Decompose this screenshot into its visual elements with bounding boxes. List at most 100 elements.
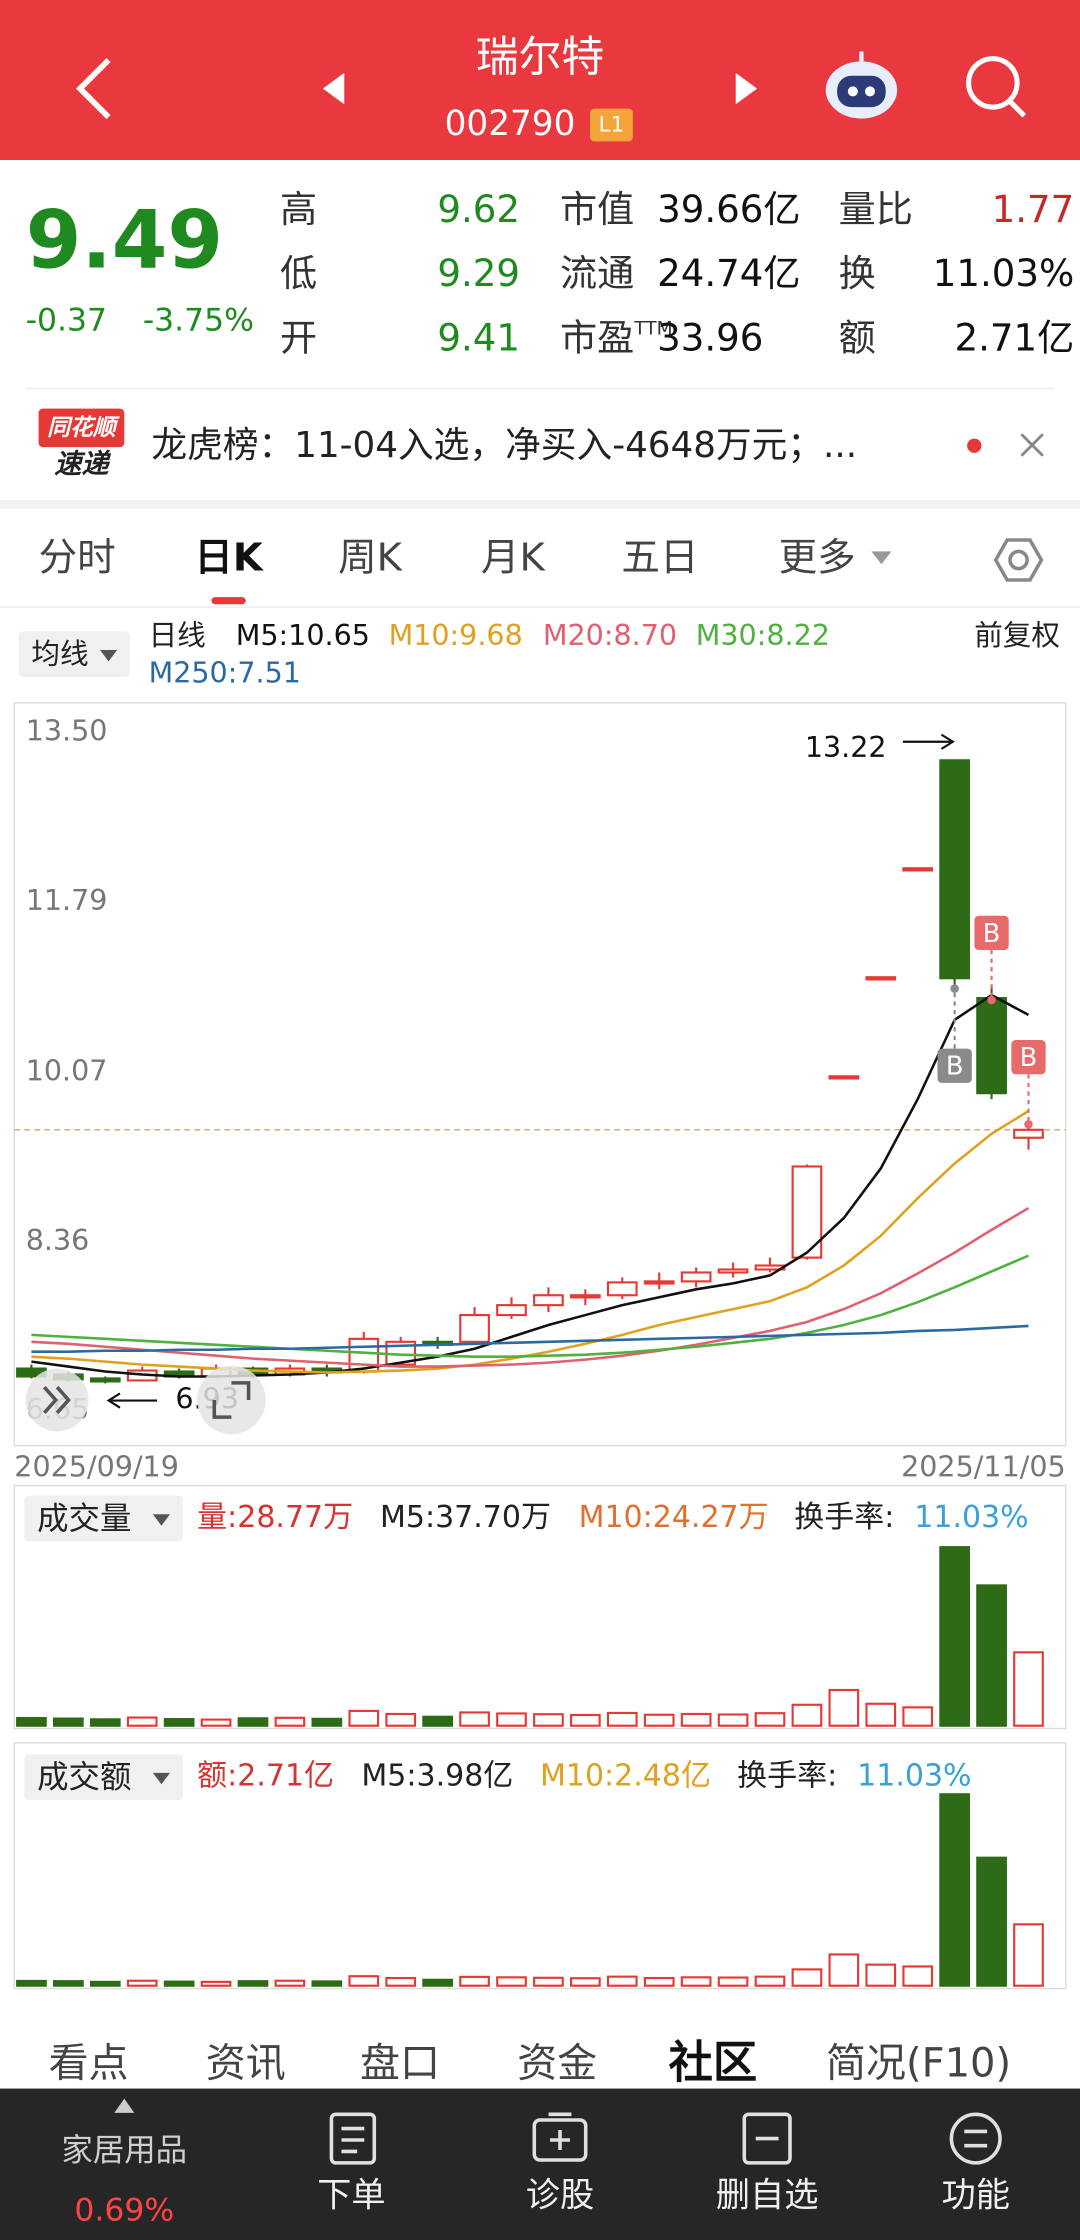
active-underline [211, 597, 246, 605]
amount-bar [16, 1979, 47, 1987]
nav-item[interactable]: 诊股 [526, 2176, 595, 2216]
sector-change: 0.69% [74, 2192, 174, 2228]
back-button[interactable] [75, 57, 111, 120]
volume-bar [570, 1713, 601, 1727]
signal-dot [987, 995, 996, 1005]
period-tab[interactable]: 周K [338, 536, 404, 581]
panel-legend: M10:2.48亿 [540, 1759, 711, 1794]
info-tab[interactable]: 盘口 [360, 2041, 440, 2087]
notice-text[interactable]: 龙虎榜：11-04入选，净买入-4648万元；... [151, 425, 857, 466]
adjust-mode[interactable]: 前复权 [974, 618, 1060, 652]
logo-bottom: 速递 [54, 449, 111, 480]
volume-bar [533, 1713, 564, 1727]
info-tab[interactable]: 简况(F10) [826, 2041, 1011, 2087]
signal-dot [1024, 1120, 1033, 1129]
volume-bar [385, 1712, 417, 1727]
info-tab[interactable]: 社区 [669, 2038, 758, 2089]
prev-stock[interactable] [322, 72, 345, 105]
period-tab[interactable]: 更多 [779, 536, 856, 581]
sector-name[interactable]: 家居用品 [61, 2132, 187, 2168]
volume-bar [348, 1709, 380, 1727]
candle-body [865, 976, 897, 981]
info-tab[interactable]: 看点 [49, 2041, 129, 2087]
amount-button-bg[interactable] [24, 1754, 183, 1800]
volume-bar [126, 1716, 158, 1727]
info-tab[interactable]: 资金 [517, 2041, 597, 2087]
robot-icon[interactable] [825, 51, 898, 119]
y-tick-label: 13.50 [26, 714, 108, 748]
volume-bar [902, 1706, 934, 1727]
volume-button[interactable]: 成交量 [37, 1501, 131, 1537]
nav-item[interactable]: 删自选 [716, 2176, 819, 2216]
stat-label: 流通 [560, 252, 634, 295]
amount-bar [385, 1976, 417, 1987]
fullscreen-button[interactable] [197, 1365, 266, 1435]
end-date: 2025/11/05 [901, 1450, 1066, 1484]
period-tab[interactable]: 五日 [621, 536, 698, 581]
candle-body [606, 1281, 638, 1297]
period-tab[interactable]: 日K [194, 536, 265, 581]
candle-body [533, 1294, 564, 1307]
panel-legend: 换手率: [794, 1500, 894, 1535]
indicator-button-bg[interactable] [18, 631, 131, 678]
candle-body [976, 996, 1007, 1095]
amount-frame [13, 1742, 1067, 1990]
panel-legend: 11.03% [914, 1500, 1028, 1535]
kline-frame [13, 702, 1067, 1447]
amount-bar [570, 1977, 601, 1987]
stat-label-sup: TTM [633, 318, 672, 339]
expand-button[interactable] [25, 1368, 89, 1432]
dropdown-arrow [152, 1772, 170, 1785]
amount-bar [126, 1979, 158, 1987]
close-notice[interactable] [1020, 433, 1044, 457]
volume-bar [717, 1713, 749, 1727]
amount-bar [459, 1975, 490, 1987]
next-stock[interactable] [735, 72, 758, 105]
amount-bar [200, 1980, 232, 1987]
signal-box [1011, 1040, 1046, 1075]
logo-top: 同花顺 [47, 415, 120, 441]
amount-bar [1013, 1923, 1044, 1987]
nav-bar [0, 2088, 1080, 2240]
period-label: 日线 [149, 618, 206, 652]
volume-bar [274, 1716, 306, 1727]
low-arrow-head [106, 1392, 121, 1409]
stat-label: 高 [280, 188, 317, 231]
volume-button-bg[interactable] [24, 1495, 183, 1542]
volume-bar [680, 1712, 712, 1727]
period-tab[interactable]: 分时 [39, 536, 116, 581]
ma-line [31, 1254, 1030, 1358]
period-tab[interactable]: 月K [481, 536, 547, 581]
info-tab[interactable]: 资讯 [206, 2041, 286, 2087]
volume-bar [89, 1718, 121, 1727]
nav-item[interactable]: 功能 [941, 2176, 1010, 2216]
candle-body [89, 1377, 121, 1383]
amount-button[interactable]: 成交额 [37, 1760, 131, 1796]
high-label: 13.22 [805, 730, 887, 764]
indicator-button[interactable]: 均线 [31, 637, 88, 671]
panel-legend: M5:3.98亿 [361, 1759, 513, 1794]
y-tick-label: 10.07 [26, 1053, 108, 1087]
settings-icon[interactable] [993, 538, 1044, 582]
stat-value: 1.77 [992, 188, 1075, 231]
unread-dot [967, 438, 982, 453]
ma-legend: M250:7.51 [149, 655, 301, 689]
nav-icons [329, 2112, 1002, 2165]
amount-bar [274, 1979, 306, 1987]
stat-value: 39.66亿 [657, 188, 800, 231]
stat-value: 9.29 [437, 252, 520, 295]
nav-items: 下单 诊股 删自选 功能 [317, 2176, 1010, 2216]
search-icon[interactable] [966, 56, 1027, 118]
volume-bar [754, 1712, 786, 1727]
signal-box [974, 915, 1009, 950]
logo-bg [38, 408, 125, 448]
start-date: 2025/09/19 [14, 1450, 179, 1484]
nav-item[interactable]: 下单 [317, 2176, 386, 2216]
volume-bar [163, 1718, 195, 1727]
amount-bar [939, 1793, 970, 1987]
volume-bar [459, 1711, 490, 1727]
amount-bar [496, 1976, 527, 1987]
volume-bar [828, 1688, 860, 1727]
signal-label: B [1020, 1043, 1038, 1073]
volume-bar [976, 1584, 1007, 1727]
